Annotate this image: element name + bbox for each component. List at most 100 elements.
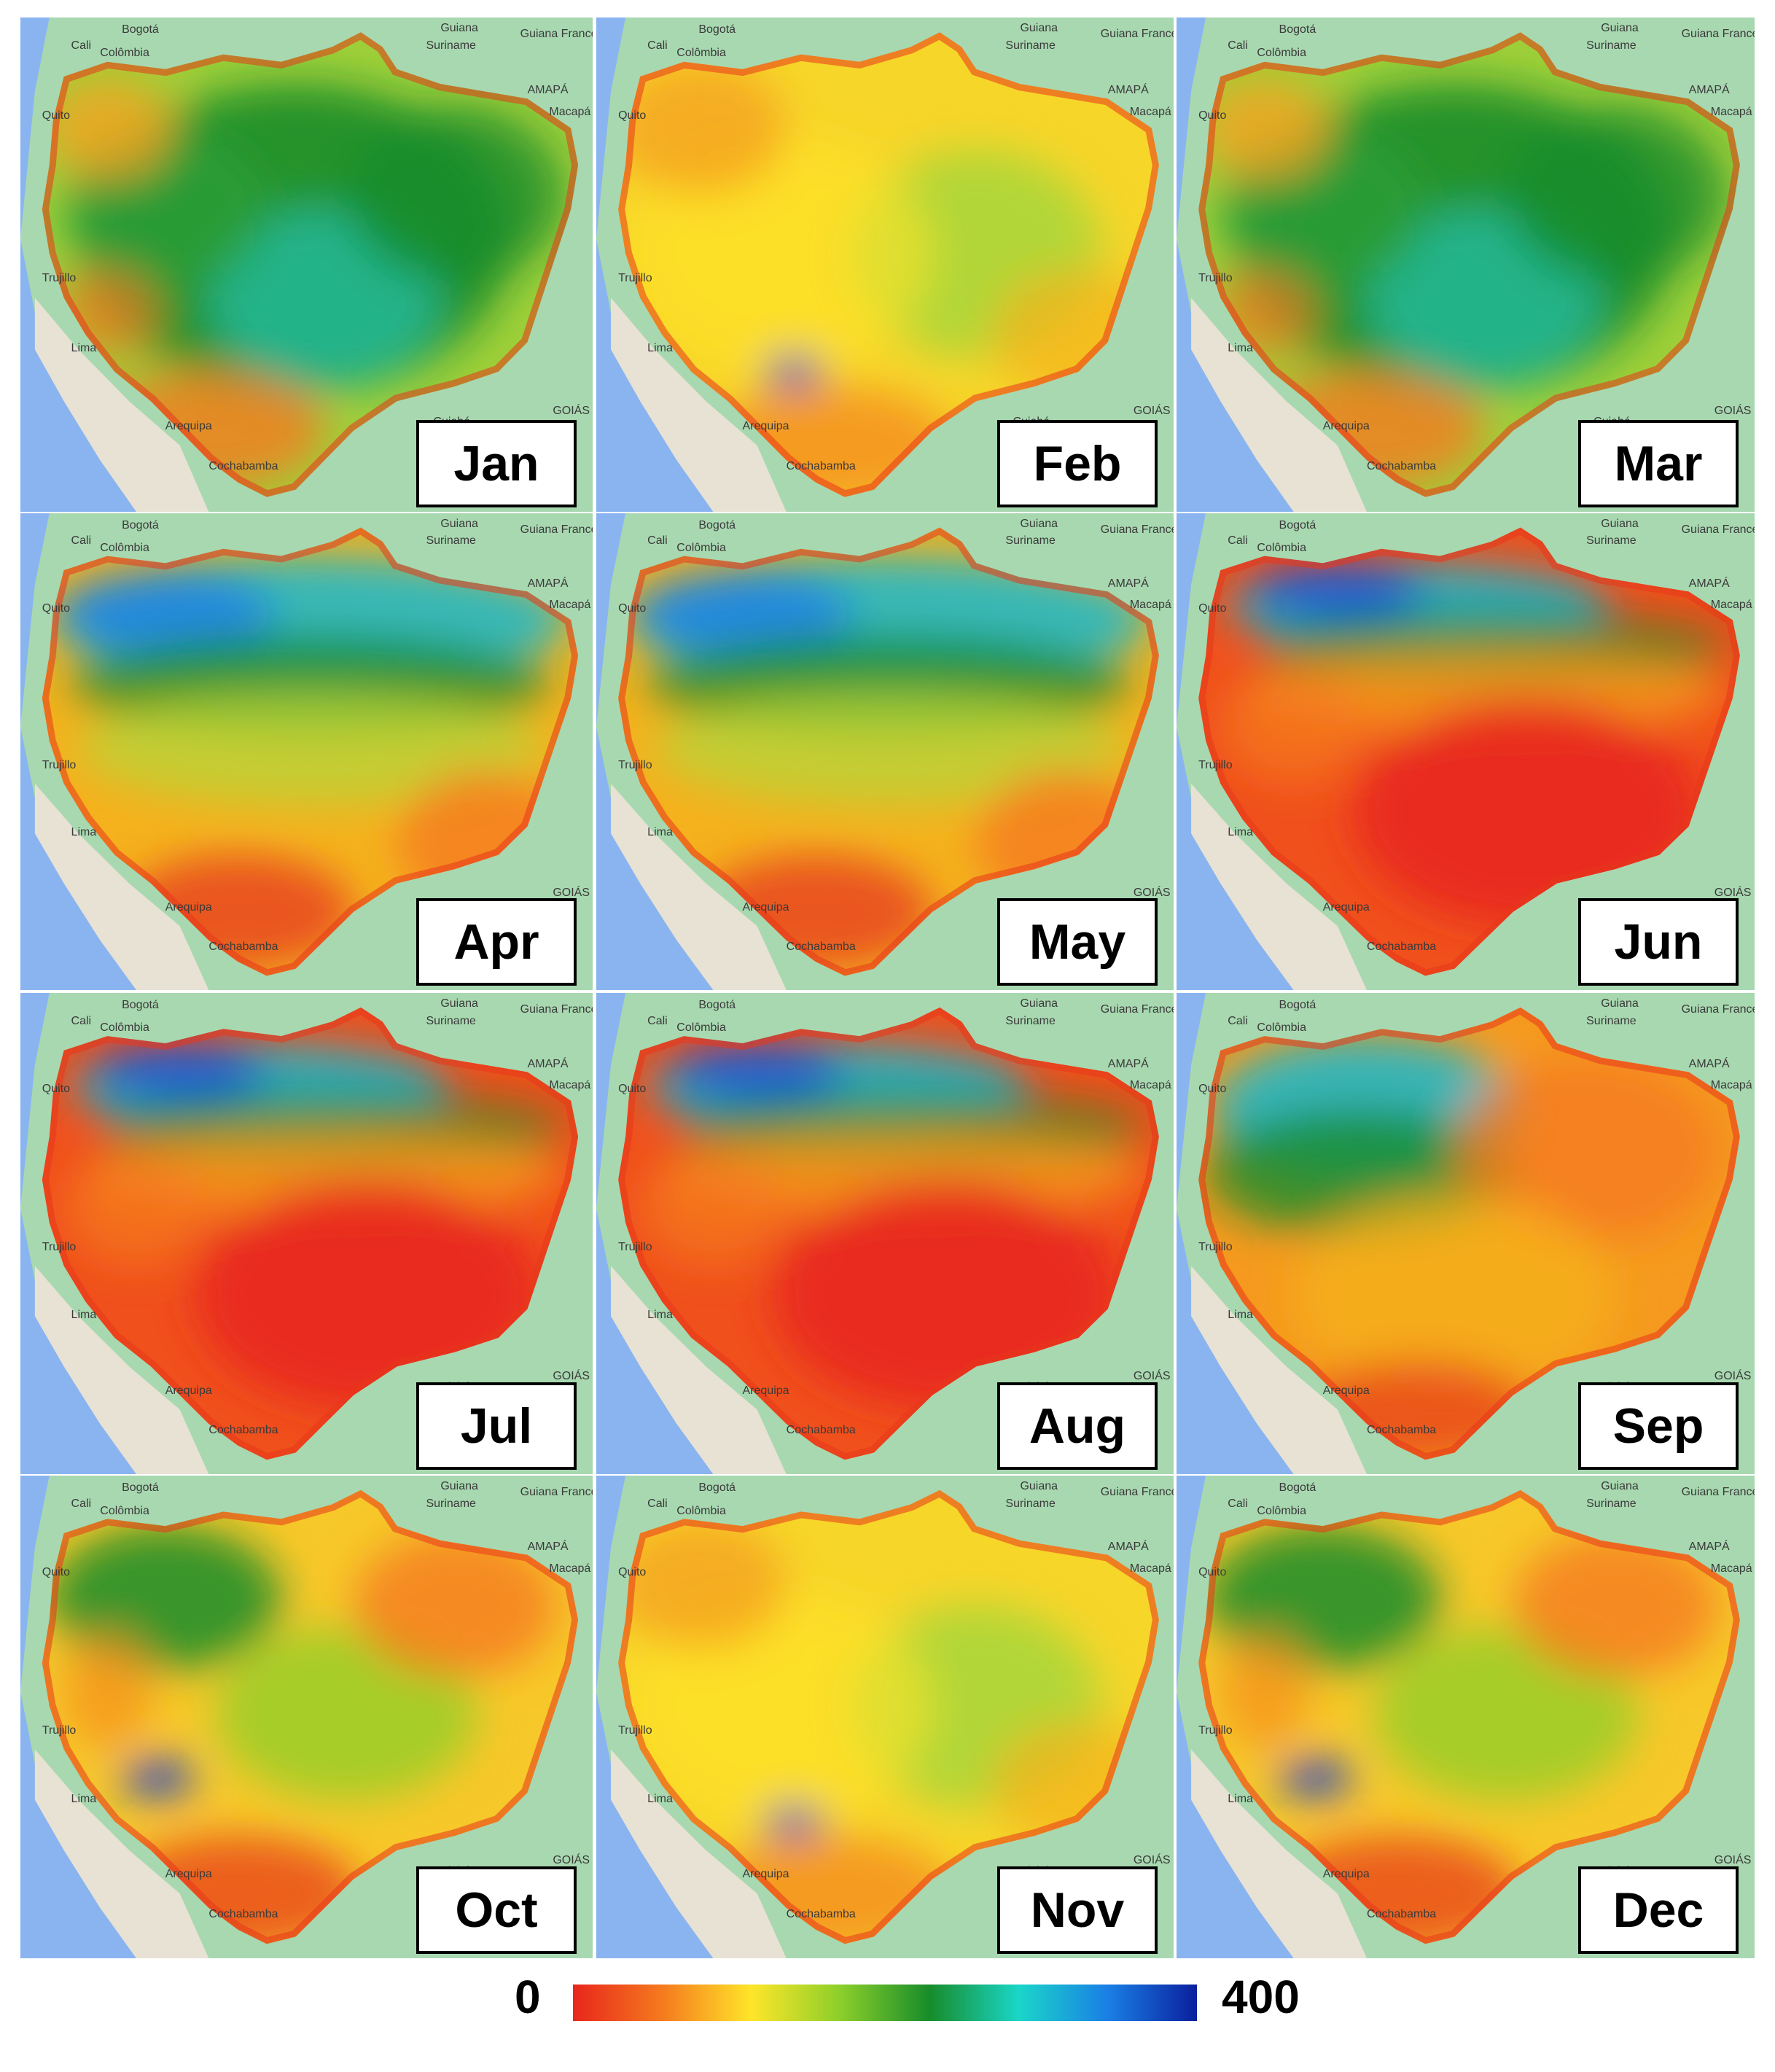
basemap-label-lima: Lima: [1228, 1792, 1253, 1805]
andes-highland: [611, 783, 787, 990]
basemap-label-guiana-francesa: Guiana Francesa: [520, 523, 593, 536]
basemap-label-cochabamba: Cochabamba: [208, 1424, 278, 1437]
basemap-label-colombia: Colômbia: [1257, 47, 1306, 60]
basemap-label-quito: Quito: [42, 1083, 71, 1096]
basemap-label-suriname: Suriname: [426, 1014, 476, 1027]
andean-fringe: [1198, 32, 1740, 497]
basemap-label-bogota: Bogotá: [698, 518, 736, 531]
basemap-label-trujillo: Trujillo: [42, 272, 77, 285]
basemap-label-suriname: Suriname: [1005, 1497, 1056, 1510]
legend-gradient-rect: [573, 1985, 1197, 2021]
basemap-label-arequipa: Arequipa: [1322, 1384, 1370, 1397]
field-blob: [1220, 669, 1367, 784]
basemap-label-lima: Lima: [1228, 342, 1253, 355]
map-panel-sep: Colômbia Bogotá Suriname Guiana Guiana Franc…: [1177, 993, 1755, 1474]
basemap-label-quito: Quito: [1198, 1083, 1227, 1096]
basemap-label-quito: Quito: [618, 1083, 647, 1096]
basemap-label-goias: GOIÁS: [1133, 405, 1171, 418]
basemap-label-suriname: Suriname: [426, 1497, 476, 1510]
field-blob: [122, 1759, 195, 1797]
basemap-label-lima: Lima: [1228, 826, 1253, 839]
precipitation-field: [618, 527, 1159, 976]
andes-highland: [611, 1749, 787, 1958]
basemap-label-amapa: AMAPÁ: [1688, 1540, 1730, 1553]
map-panel-jul: Colômbia Bogotá Suriname Guiana Guiana Franc…: [20, 993, 593, 1474]
basemap-label-trujillo: Trujillo: [1198, 272, 1233, 285]
basemap-label-amapa: AMAPÁ: [527, 84, 569, 97]
basemap-svg: [20, 513, 593, 990]
basemap-label-guiana: Guiana: [440, 517, 478, 530]
month-label: Oct: [416, 1866, 577, 1954]
basemap-label-suriname: Suriname: [1586, 534, 1636, 548]
basemap-label-cali: Cali: [1228, 1497, 1248, 1510]
basemap-label-trujillo: Trujillo: [618, 1724, 652, 1737]
month-label: May: [997, 898, 1158, 986]
precipitation-field: [42, 527, 579, 976]
andes-highland: [1191, 1266, 1367, 1474]
basemap-label-amapa: AMAPÁ: [527, 1540, 569, 1553]
basemap-label-goias: GOIÁS: [1714, 1853, 1752, 1866]
basemap-label-guiana-francesa: Guiana Francesa: [1681, 523, 1755, 536]
map-panel-mar: Colômbia Bogotá Suriname Guiana Guiana Franc…: [1177, 17, 1755, 512]
basemap-label-guiana-francesa: Guiana Francesa: [1100, 1485, 1174, 1498]
basemap-label-trujillo: Trujillo: [1198, 1240, 1233, 1253]
field-blob: [1198, 76, 1330, 180]
map-panel-dec: Colômbia Bogotá Suriname Guiana Guiana Franc…: [1177, 1476, 1755, 1958]
basemap-label-amapa: AMAPÁ: [1688, 84, 1730, 97]
basemap-label-amapa: AMAPÁ: [1688, 1057, 1730, 1070]
basemap-label-colombia: Colômbia: [676, 1504, 726, 1517]
basemap-label-macapa: Macapá: [1710, 106, 1752, 119]
basemap-label-macapa: Macapá: [1129, 599, 1171, 612]
month-label: Feb: [997, 420, 1158, 507]
basemap-label-cali: Cali: [647, 1497, 668, 1510]
basemap-label-bogota: Bogotá: [122, 23, 159, 36]
basemap-label-cochabamba: Cochabamba: [786, 1424, 856, 1437]
basemap-label-arequipa: Arequipa: [1322, 900, 1370, 914]
basemap-label-bogota: Bogotá: [698, 23, 736, 36]
basemap-label-quito: Quito: [618, 109, 647, 122]
andes-highland: [1191, 783, 1367, 990]
basemap-svg: [1177, 17, 1755, 512]
field-blob: [42, 76, 173, 180]
basemap-label-bogota: Bogotá: [122, 1481, 159, 1494]
field-blob: [56, 570, 274, 656]
basemap-label-amapa: AMAPÁ: [1107, 577, 1149, 590]
basemap-svg: [596, 513, 1174, 990]
andean-fringe: [42, 1007, 579, 1460]
basemap-label-amapa: AMAPÁ: [527, 1057, 569, 1070]
field-blob: [655, 691, 1123, 806]
basemap-label-macapa: Macapá: [549, 1562, 591, 1575]
basemap-label-goias: GOIÁS: [1714, 405, 1752, 418]
basemap-label-macapa: Macapá: [1129, 1562, 1171, 1575]
basemap-label-colombia: Colômbia: [676, 47, 726, 60]
basemap-label-guiana-francesa: Guiana Francesa: [1100, 28, 1174, 41]
month-label: Nov: [997, 1866, 1158, 1954]
field-blob: [1279, 1759, 1352, 1797]
basemap-label-quito: Quito: [618, 602, 647, 615]
andes-highland: [34, 1266, 209, 1474]
basemap-svg: [596, 1476, 1174, 1958]
andes-highland: [34, 1749, 209, 1958]
basemap-label-suriname: Suriname: [426, 534, 476, 548]
field-blob: [625, 135, 933, 372]
basemap-label-guiana: Guiana: [440, 1479, 478, 1492]
basemap-label-bogota: Bogotá: [1279, 1481, 1316, 1494]
basemap-label-cochabamba: Cochabamba: [1366, 1907, 1437, 1920]
field-blob: [63, 1634, 151, 1750]
basemap-label-lima: Lima: [71, 1309, 97, 1322]
basemap-label-cochabamba: Cochabamba: [208, 940, 278, 953]
basemap-label-suriname: Suriname: [1586, 1497, 1636, 1510]
basemap-label-lima: Lima: [647, 826, 673, 839]
andes-highland: [1191, 1749, 1367, 1958]
basemap-label-amapa: AMAPÁ: [1107, 84, 1149, 97]
field-blob: [354, 1533, 557, 1678]
map-panel-jun: Colômbia Bogotá Suriname Guiana Guiana Franc…: [1177, 513, 1755, 990]
color-scale-legend: 0 400: [0, 1961, 1775, 2049]
basemap-label-trujillo: Trujillo: [42, 758, 77, 771]
basemap-label-suriname: Suriname: [1005, 39, 1056, 52]
basemap-label-colombia: Colômbia: [100, 1021, 149, 1035]
andes-highland: [1191, 297, 1367, 512]
field-blob: [1206, 1526, 1440, 1670]
basemap-label-cali: Cali: [647, 534, 668, 548]
basemap-label-colombia: Colômbia: [676, 1021, 726, 1035]
